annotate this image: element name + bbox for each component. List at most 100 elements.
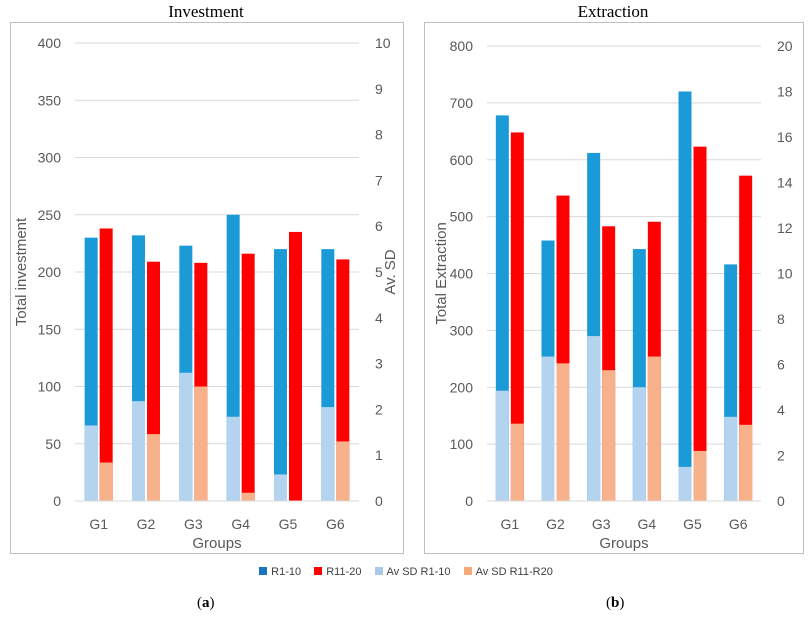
bar-av-sd-r11-r20 — [336, 441, 350, 501]
legend-swatch — [463, 567, 472, 575]
chart-investment-frame: 0 50 100 150 200 250 300 350 400 0 1 2 3 4 5 6 7 8 9 10 G1 G2… — [10, 22, 404, 554]
y2-tick-label: 0 — [777, 493, 785, 509]
y2-tick-label: 1 — [375, 447, 383, 463]
y2-tick-label: 12 — [777, 220, 793, 236]
bar-r11-20 — [289, 231, 302, 502]
legend-label: Av SD R1-10 — [386, 566, 451, 578]
legend-swatch — [374, 567, 383, 575]
y2-tick-label: 6 — [375, 218, 383, 234]
legend-swatch — [314, 567, 323, 575]
bar-r11-20 — [510, 132, 524, 501]
legend-swatch — [259, 567, 268, 575]
bar-av-sd-r1-10 — [632, 387, 646, 501]
y-tick-label: 100 — [38, 379, 62, 395]
caption-a-close: ) — [209, 595, 215, 611]
y2-tick-label: 9 — [375, 81, 383, 97]
bar-av-sd-r1-10 — [274, 474, 287, 501]
bar-r11-20 — [241, 253, 255, 501]
y-tick-label: 400 — [38, 35, 62, 51]
caption-b-close: ) — [619, 595, 625, 611]
y2-tick-label: 16 — [777, 129, 793, 145]
y-tick-label: 400 — [450, 266, 474, 282]
y-tick-label: 350 — [38, 92, 62, 108]
bar-av-sd-r11-r20 — [99, 462, 113, 501]
y2-tick-label: 14 — [777, 175, 793, 191]
bar-av-sd-r1-10 — [724, 416, 738, 501]
y-tick-label: 0 — [53, 493, 61, 509]
bar-av-sd-r1-10 — [541, 356, 555, 501]
legend-label: Av SD R11-R20 — [475, 566, 553, 578]
y2-tick-label: 10 — [777, 266, 793, 282]
bar-av-sd-r11-r20 — [693, 450, 707, 501]
y2-tick-label: 10 — [375, 35, 391, 51]
y-tick-label: 250 — [38, 207, 62, 223]
x-axis-title: Groups — [192, 535, 241, 552]
x-tick-label: G5 — [683, 516, 702, 532]
x-tick-label: G1 — [500, 516, 519, 532]
bar-r1-10 — [678, 91, 692, 501]
bar-r11-20 — [693, 146, 707, 501]
y-tick-label: 300 — [38, 150, 62, 166]
y2-tick-label: 0 — [375, 493, 383, 509]
panel-b-title: Extraction — [577, 2, 649, 21]
bar-av-sd-r11-r20 — [647, 356, 661, 501]
bar-av-sd-r1-10 — [587, 336, 601, 501]
bar-av-sd-r1-10 — [678, 466, 692, 501]
legend-item-r1-10: R1-10 — [259, 566, 301, 578]
y2-tick-label: 4 — [777, 402, 785, 418]
y-axis-title: Total Extraction — [433, 222, 450, 325]
y2-tick-label: 18 — [777, 84, 793, 100]
legend-label: R11-20 — [326, 566, 362, 578]
caption-a: (a) — [197, 595, 215, 612]
bar-av-sd-r11-r20 — [510, 423, 524, 501]
y2-tick-label: 8 — [375, 127, 383, 143]
x-tick-label: G6 — [326, 516, 345, 532]
chart-extraction-frame: 0 100 200 300 400 500 600 700 800 0 2 4 6 8 10 12 14 16 18… — [424, 22, 812, 554]
y2-tick-label: 5 — [375, 264, 383, 280]
x-tick-label: G2 — [137, 516, 156, 532]
bar-r11-20 — [99, 228, 113, 502]
x-tick-label: G6 — [729, 516, 748, 532]
bar-av-sd-r1-10 — [132, 401, 145, 501]
bar-av-sd-r11-r20 — [739, 424, 753, 501]
x-axis-title: Groups — [599, 535, 648, 552]
legend: R1-10 R11-20 Av SD R1-10 Av SD R11-R20 — [0, 566, 812, 578]
y2-tick-label: 20 — [777, 38, 793, 54]
bar-av-sd-r1-10 — [84, 425, 98, 501]
caption-b-letter: b — [611, 595, 620, 611]
bar-av-sd-r1-10 — [226, 416, 240, 501]
legend-item-r11-20: R11-20 — [314, 566, 361, 578]
y-tick-label: 200 — [38, 264, 62, 280]
y-tick-label: 300 — [450, 322, 474, 338]
caption-b: (b) — [606, 595, 624, 612]
x-tick-label: G3 — [592, 516, 611, 532]
legend-item-av-sd-r11-r20: Av SD R11-R20 — [463, 566, 553, 578]
y2-tick-label: 4 — [375, 310, 383, 326]
chart-investment: 0 50 100 150 200 250 300 350 400 0 1 2 3 4 5 6 7 8 9 10 G1 G2… — [13, 35, 399, 552]
y2-axis-title: Av. SD — [382, 249, 399, 294]
panel-a-title: Investment — [168, 2, 244, 21]
caption-a-open: ( — [197, 595, 202, 611]
y2-tick-label: 8 — [777, 311, 785, 327]
y-tick-label: 200 — [450, 379, 474, 395]
y-tick-label: 150 — [38, 321, 62, 337]
y-tick-label: 700 — [450, 95, 474, 111]
y2-tick-label: 3 — [375, 356, 383, 372]
bar-r1-10 — [274, 249, 287, 501]
y-axis-title: Total investment — [13, 217, 30, 326]
y-tick-label: 50 — [45, 436, 61, 452]
x-tick-label: G4 — [637, 516, 656, 532]
bar-av-sd-r11-r20 — [241, 492, 255, 501]
x-tick-label: G3 — [184, 516, 203, 532]
legend-item-av-sd-r1-10: Av SD R1-10 — [374, 566, 451, 578]
y2-tick-label: 2 — [777, 448, 785, 464]
bar-r11-20 — [336, 259, 350, 501]
y2-tick-label: 7 — [375, 172, 383, 188]
caption-a-letter: a — [202, 595, 210, 611]
y-tick-label: 600 — [450, 152, 474, 168]
chart-extraction: 0 100 200 300 400 500 600 700 800 0 2 4 6 8 10 12 14 16 18… — [433, 38, 812, 552]
bar-av-sd-r1-10 — [495, 390, 509, 501]
bar-av-sd-r1-10 — [321, 407, 335, 501]
x-tick-label: G5 — [279, 516, 298, 532]
bar-av-sd-r11-r20 — [147, 434, 160, 501]
